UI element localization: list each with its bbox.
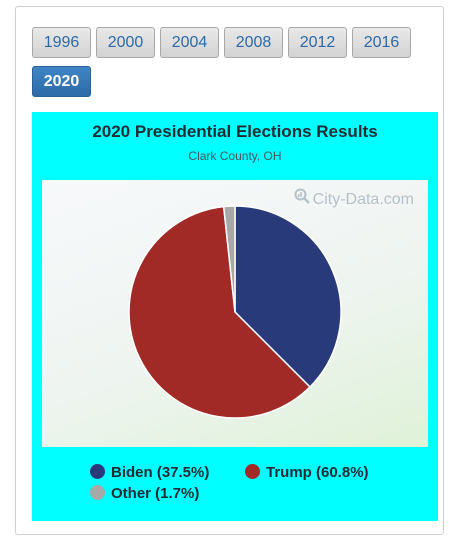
year-button-2016[interactable]: 2016 bbox=[352, 27, 411, 58]
watermark-text: City-Data.com bbox=[312, 191, 414, 208]
election-panel: 1996 2000 2004 2008 2012 2016 2020 2020 … bbox=[15, 6, 444, 535]
legend-swatch-trump bbox=[245, 464, 260, 479]
year-button-2004[interactable]: 2004 bbox=[160, 27, 219, 58]
pie-slice-other[interactable] bbox=[222, 205, 236, 313]
year-button-2008[interactable]: 2008 bbox=[224, 27, 283, 58]
watermark: City-Data.com bbox=[294, 188, 414, 209]
legend-item-other[interactable]: Other (1.7%) bbox=[90, 485, 199, 503]
magnifier-chart-icon bbox=[294, 188, 310, 209]
pie-slice-biden[interactable] bbox=[234, 205, 342, 389]
legend-label-other: Other (1.7%) bbox=[111, 485, 200, 502]
chart-title: 2020 Presidential Elections Results bbox=[92, 122, 378, 141]
legend-item-trump[interactable]: Trump (60.8%) bbox=[245, 464, 369, 482]
year-button-2012[interactable]: 2012 bbox=[288, 27, 347, 58]
year-button-2000[interactable]: 2000 bbox=[96, 27, 155, 58]
chart-subtitle: Clark County, OH bbox=[188, 149, 282, 163]
pie-chart bbox=[128, 205, 342, 419]
plot-area: City-Data.com bbox=[42, 180, 428, 447]
pie-slice-trump[interactable] bbox=[128, 205, 312, 419]
legend-label-trump: Trump (60.8%) bbox=[266, 464, 369, 481]
chart-container: 2020 Presidential Elections Results Clar… bbox=[32, 112, 438, 521]
legend-swatch-other bbox=[90, 485, 105, 500]
year-button-1996[interactable]: 1996 bbox=[32, 27, 91, 58]
legend-label-biden: Biden (37.5%) bbox=[111, 464, 210, 481]
year-button-2020[interactable]: 2020 bbox=[32, 66, 91, 97]
legend-swatch-biden bbox=[90, 464, 105, 479]
legend-item-biden[interactable]: Biden (37.5%) bbox=[90, 464, 209, 482]
